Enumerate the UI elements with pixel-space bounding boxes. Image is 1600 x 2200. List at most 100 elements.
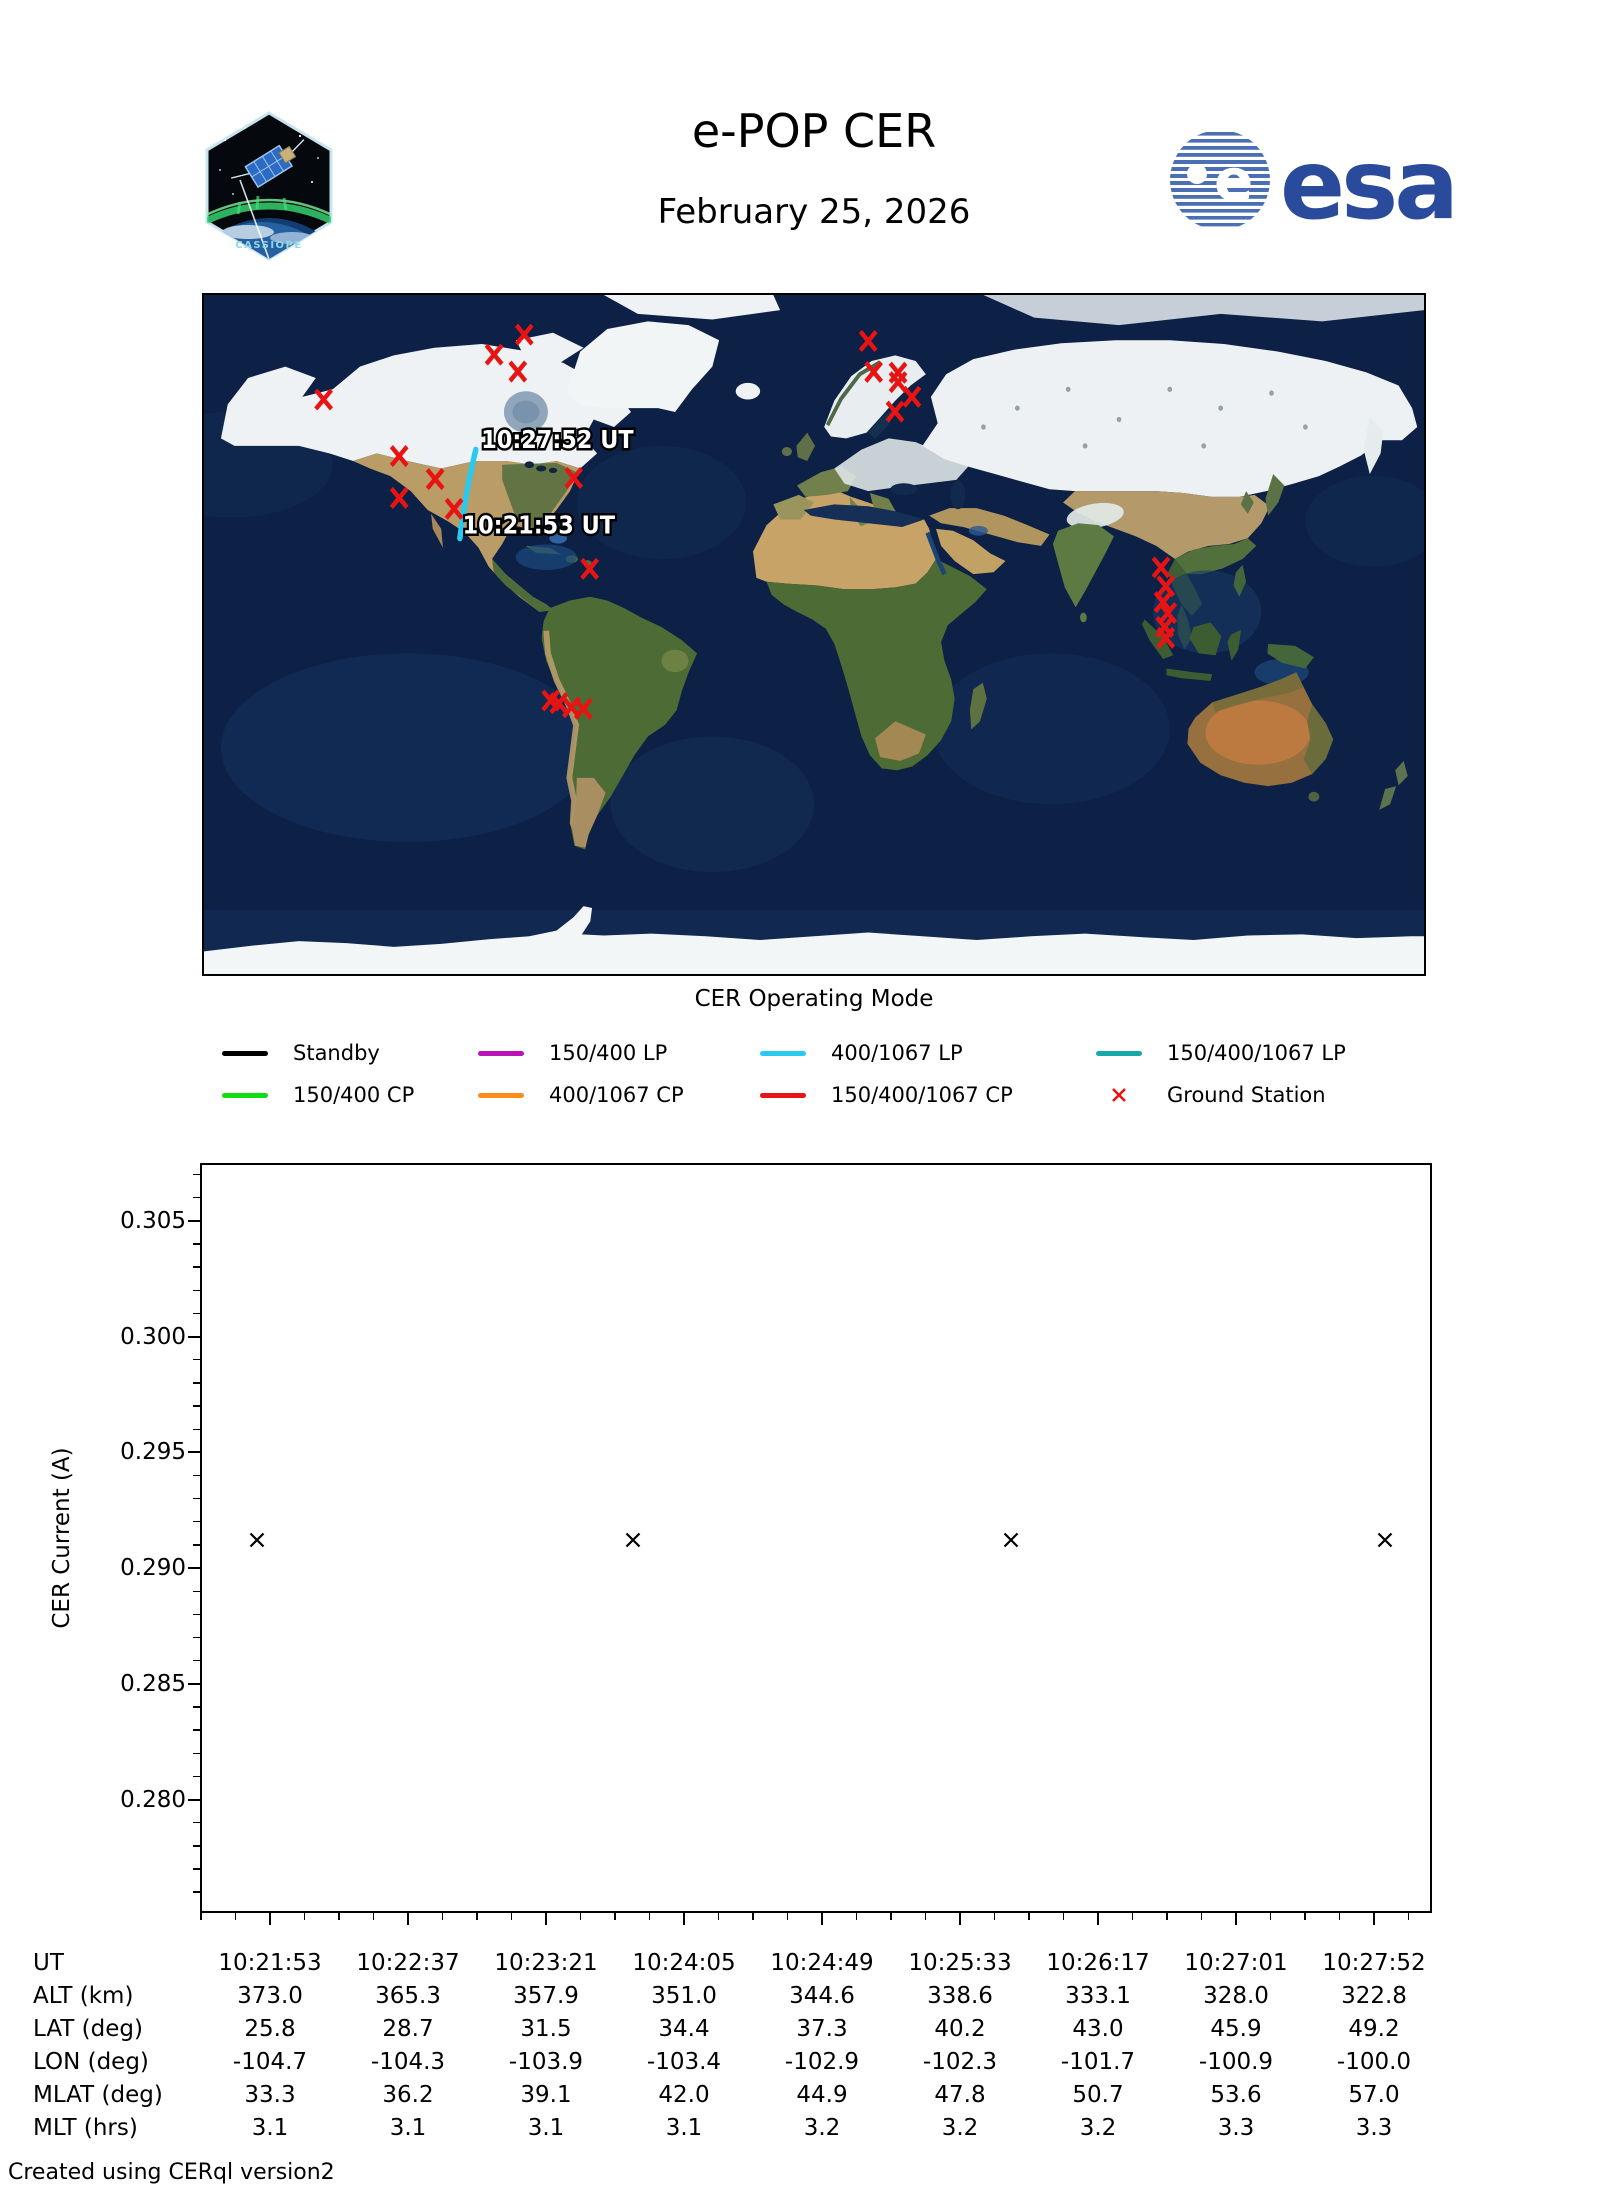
table-cell: 49.2 bbox=[1348, 2016, 1400, 2042]
operating-mode-legend: Standby 150/400 LP 400/1067 LP 150/400/1067… bbox=[222, 1032, 1442, 1116]
cassiope-patch-text: CASSIOPE bbox=[235, 240, 302, 251]
ground-station-x-icon bbox=[858, 329, 878, 353]
table-cell: -102.3 bbox=[922, 2049, 998, 2075]
world-map: 10:27:52 UT 10:21:53 UT bbox=[202, 293, 1426, 976]
minor-tick bbox=[510, 1913, 513, 1920]
minor-tick bbox=[648, 1913, 651, 1920]
major-tick bbox=[188, 1451, 200, 1454]
table-cell: 45.9 bbox=[1210, 2016, 1262, 2042]
minor-tick bbox=[193, 1359, 200, 1361]
minor-tick bbox=[855, 1913, 858, 1920]
minor-tick bbox=[193, 1197, 200, 1199]
minor-tick bbox=[1131, 1913, 1134, 1920]
minor-tick bbox=[1200, 1913, 1203, 1920]
table-cell: 357.9 bbox=[513, 1983, 579, 2009]
esa-wordmark: esa bbox=[1280, 129, 1455, 236]
major-tick bbox=[1097, 1913, 1099, 1925]
table-cell: 338.6 bbox=[927, 1983, 993, 2009]
legend-item-label: 150/400 LP bbox=[549, 1041, 668, 1065]
table-cell: 328.0 bbox=[1203, 1983, 1269, 2009]
minor-tick bbox=[193, 1474, 200, 1477]
minor-tick bbox=[193, 1382, 200, 1384]
legend-item-label: 150/400 CP bbox=[293, 1083, 415, 1107]
minor-tick bbox=[1166, 1913, 1168, 1920]
minor-tick bbox=[200, 1913, 202, 1920]
major-tick bbox=[1235, 1913, 1237, 1925]
ground-station-x-icon bbox=[1153, 591, 1173, 614]
track-end-time-label: 10:27:52 UT bbox=[481, 425, 634, 454]
minor-tick bbox=[193, 1590, 200, 1592]
y-tick-label: 0.295 bbox=[120, 1439, 186, 1466]
table-cell: 34.4 bbox=[658, 2016, 710, 2042]
minor-tick bbox=[193, 1428, 200, 1430]
ground-station-x-icon bbox=[902, 385, 922, 408]
table-cell: 28.7 bbox=[382, 2016, 434, 2042]
table-cell: 3.2 bbox=[803, 2115, 841, 2141]
ground-station-x-icon bbox=[864, 360, 883, 383]
legend-item: 150/400/1067 CP bbox=[760, 1074, 1096, 1116]
minor-tick bbox=[1269, 1913, 1272, 1920]
table-cell: 3.1 bbox=[527, 2115, 565, 2141]
minor-tick bbox=[193, 1659, 200, 1662]
table-cell: -103.4 bbox=[646, 2049, 722, 2075]
world-map-image: 10:27:52 UT 10:21:53 UT bbox=[204, 295, 1424, 974]
major-tick bbox=[188, 1682, 200, 1685]
ground-station-x-icon bbox=[444, 497, 464, 520]
table-cell: -102.9 bbox=[784, 2049, 860, 2075]
minor-tick bbox=[193, 1266, 200, 1268]
minor-tick bbox=[924, 1913, 927, 1920]
minor-tick bbox=[193, 1173, 200, 1176]
ground-station-x-icon bbox=[314, 388, 333, 411]
cer-current-plot bbox=[200, 1163, 1432, 1913]
table-row-label: MLT (hrs) bbox=[33, 2115, 138, 2141]
legend-item-label: 400/1067 CP bbox=[549, 1083, 684, 1107]
table-cell: 39.1 bbox=[520, 2082, 572, 2108]
minor-tick bbox=[890, 1913, 892, 1920]
table-cell: -100.9 bbox=[1198, 2049, 1274, 2075]
minor-tick bbox=[372, 1913, 375, 1920]
minor-tick bbox=[476, 1913, 478, 1920]
legend-line-swatch bbox=[222, 1050, 268, 1056]
table-cell: 40.2 bbox=[934, 2016, 986, 2042]
table-cell: 3.1 bbox=[665, 2115, 703, 2141]
table-cell: -101.7 bbox=[1060, 2049, 1136, 2075]
minor-tick bbox=[717, 1913, 720, 1920]
legend-item: 400/1067 CP bbox=[478, 1074, 760, 1116]
table-cell: 10:21:53 bbox=[218, 1950, 322, 1976]
table-row-label: UT bbox=[33, 1950, 64, 1976]
esa-logo: e esa bbox=[1168, 124, 1468, 241]
minor-tick bbox=[614, 1913, 616, 1920]
minor-tick bbox=[1304, 1913, 1306, 1920]
minor-tick bbox=[338, 1913, 340, 1920]
table-cell: 43.0 bbox=[1072, 2016, 1124, 2042]
table-cell: 42.0 bbox=[658, 2082, 710, 2108]
minor-tick bbox=[1338, 1913, 1341, 1920]
minor-tick bbox=[579, 1913, 582, 1920]
minor-tick bbox=[193, 1706, 200, 1708]
table-cell: 50.7 bbox=[1072, 2082, 1124, 2108]
minor-tick bbox=[193, 1544, 200, 1546]
ground-station-x-icon bbox=[564, 466, 584, 489]
table-row-label: LON (deg) bbox=[33, 2049, 149, 2075]
legend-line-swatch bbox=[478, 1050, 524, 1056]
table-row-label: LAT (deg) bbox=[33, 2016, 143, 2042]
major-tick bbox=[188, 1335, 200, 1338]
table-cell: 3.1 bbox=[389, 2115, 427, 2141]
legend-item: 150/400/1067 LP bbox=[1096, 1032, 1442, 1074]
ground-station-x-icon bbox=[484, 343, 504, 366]
satellite-track bbox=[457, 446, 479, 542]
table-cell: 10:27:01 bbox=[1184, 1950, 1288, 1976]
y-tick-label: 0.285 bbox=[120, 1670, 186, 1697]
legend-line-swatch bbox=[222, 1092, 268, 1098]
data-point-x-marker bbox=[248, 1531, 266, 1549]
legend-line-swatch bbox=[760, 1092, 806, 1098]
table-cell: 10:22:37 bbox=[356, 1950, 460, 1976]
ground-station-x-icon bbox=[389, 486, 409, 509]
legend-item-label: Standby bbox=[293, 1041, 380, 1065]
y-tick-label: 0.305 bbox=[120, 1207, 186, 1234]
ground-station-x-icon bbox=[425, 468, 445, 491]
table-cell: 10:25:33 bbox=[908, 1950, 1012, 1976]
table-cell: 3.3 bbox=[1355, 2115, 1393, 2141]
table-cell: 10:27:52 bbox=[1322, 1950, 1426, 1976]
minor-tick bbox=[193, 1868, 200, 1870]
